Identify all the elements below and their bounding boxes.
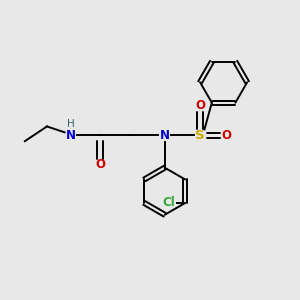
Text: Cl: Cl	[163, 196, 175, 209]
Text: N: N	[160, 129, 170, 142]
Text: H: H	[67, 119, 74, 129]
Text: S: S	[195, 129, 205, 142]
Text: N: N	[65, 129, 76, 142]
Text: O: O	[95, 158, 105, 171]
Text: O: O	[222, 129, 232, 142]
Text: O: O	[195, 99, 205, 112]
